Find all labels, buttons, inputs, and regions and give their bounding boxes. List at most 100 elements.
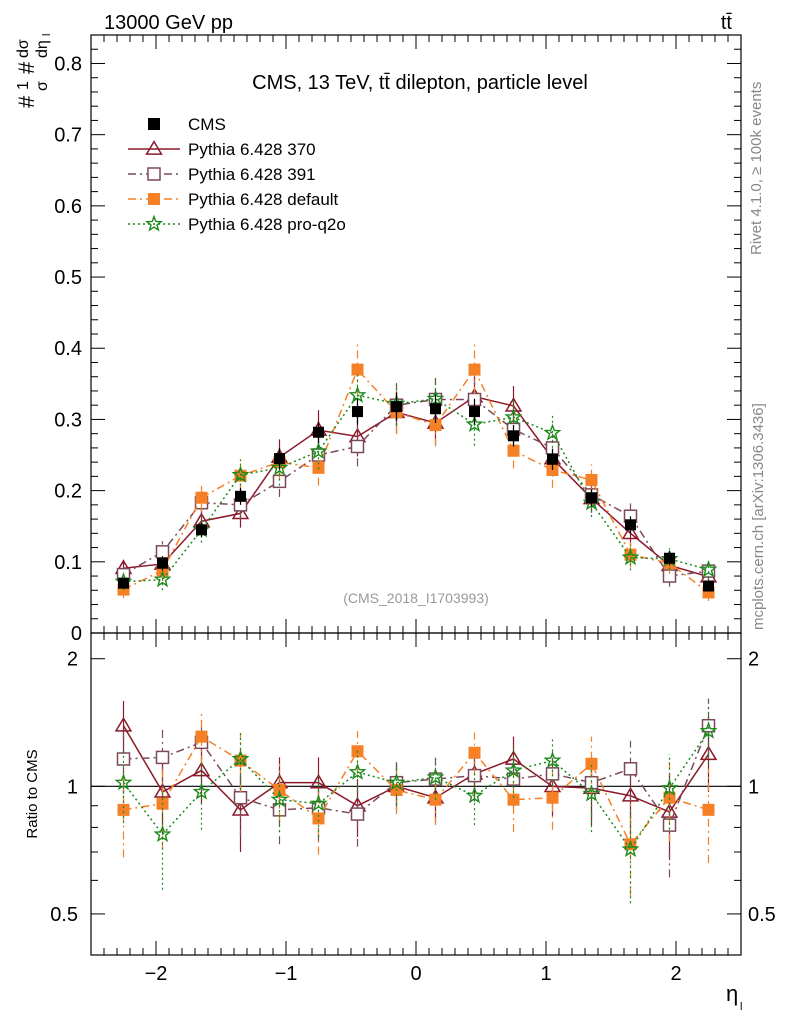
y-tick-label: 0.7 xyxy=(54,125,82,147)
legend-label: CMS xyxy=(188,115,226,134)
data-point xyxy=(508,430,519,442)
x-tick-label: 1 xyxy=(540,963,551,985)
ratio-point xyxy=(117,803,130,816)
data-point xyxy=(313,426,324,438)
ratio-point xyxy=(195,730,208,743)
legend-marker xyxy=(148,193,160,205)
data-point xyxy=(703,580,714,592)
data-point xyxy=(309,441,328,460)
series-line xyxy=(123,368,709,594)
legend-label: Pythia 6.428 pro-q2o xyxy=(188,215,346,234)
legend-label: Pythia 6.428 default xyxy=(188,190,339,209)
ratio-point xyxy=(116,752,131,766)
y-tick-label: 0.5 xyxy=(54,267,82,289)
ratio-y-tick-label-right: 0.5 xyxy=(748,904,776,926)
analysis-watermark: (CMS_2018_I1703993) xyxy=(343,590,489,606)
data-point xyxy=(352,406,363,418)
y-axis-label: # 1 σ # dσ dη l xyxy=(14,34,53,108)
data-point xyxy=(468,363,481,376)
data-point xyxy=(196,524,207,536)
y-axis-hash-1: # xyxy=(14,95,39,108)
x-axis-label: η xyxy=(726,981,738,1006)
ratio-point xyxy=(543,751,562,769)
ratio-point xyxy=(585,757,598,770)
x-tick-label: 0 xyxy=(410,963,421,985)
ratio-line xyxy=(123,735,709,846)
y-axis-ratio-label: Ratio to CMS xyxy=(24,749,41,838)
data-point xyxy=(274,453,285,465)
ratio-line xyxy=(122,725,710,813)
ratio-point xyxy=(309,794,328,812)
data-point xyxy=(547,453,558,465)
legend-marker xyxy=(145,140,163,155)
header-left-label: 13000 GeV pp xyxy=(104,12,233,34)
legend-entry: Pythia 6.428 pro-q2o xyxy=(128,214,346,234)
ratio-point xyxy=(660,778,679,796)
ratio-point xyxy=(699,745,718,761)
y-axis-frac-den: σ xyxy=(34,81,51,91)
ratio-point xyxy=(504,760,523,779)
data-point xyxy=(625,519,636,531)
ratio-point xyxy=(699,721,718,739)
legend-entry: Pythia 6.428 370 xyxy=(128,140,316,159)
chart-title: CMS, 13 TeV, tt̄ dilepton, particle leve… xyxy=(252,72,588,94)
ratio-point xyxy=(153,783,172,798)
data-point xyxy=(270,458,289,476)
ratio-y-tick-label: 1 xyxy=(67,776,78,798)
data-point xyxy=(351,363,364,376)
y-tick-label: 0.2 xyxy=(54,481,82,503)
data-point xyxy=(430,403,441,415)
ratio-point xyxy=(273,784,286,797)
y-tick-label: 0.1 xyxy=(54,552,82,574)
legend-marker xyxy=(145,214,163,232)
ratio-point xyxy=(465,786,484,804)
ratio-series-pythia-6-428-pro-q2o xyxy=(114,703,718,904)
data-point xyxy=(469,406,480,418)
ratio-point xyxy=(348,762,367,780)
ratio-point xyxy=(114,773,133,791)
data-point xyxy=(429,419,442,432)
y-axis-frac-num: 1 xyxy=(15,81,32,90)
data-point xyxy=(231,465,250,483)
data-point xyxy=(157,557,168,569)
data-point xyxy=(543,423,562,441)
y-tick-label: 0.8 xyxy=(54,53,82,75)
ratio-point xyxy=(582,784,601,802)
legend-entry: Pythia 6.428 391 xyxy=(128,165,316,184)
ratio-point xyxy=(702,803,715,816)
data-point xyxy=(621,524,640,540)
ratio-point xyxy=(546,791,559,804)
mcplots-source-label: mcplots.cern.ch [arXiv:1306.3436] xyxy=(750,403,767,630)
rivet-version-label: Rivet 4.1.0, ≥ 100k events xyxy=(748,82,765,255)
ratio-point xyxy=(192,782,211,800)
legend-label: Pythia 6.428 370 xyxy=(188,140,316,159)
ratio-point xyxy=(623,762,638,776)
ratio-point xyxy=(312,812,325,825)
data-point xyxy=(621,548,640,566)
data-point xyxy=(350,439,365,454)
data-point xyxy=(699,560,718,578)
axes: −2 −1 0 1 2 0 0.1 0.2 0.3 0.4 0.5 0.6 0.7 0.8 0.5 0.5 1 1… xyxy=(50,35,776,985)
data-point xyxy=(235,490,246,502)
ratio-point xyxy=(153,824,172,843)
ratio-layer xyxy=(114,698,718,904)
data-point xyxy=(195,491,208,504)
ratio-y-tick-label-right: 1 xyxy=(748,776,759,798)
y-tick-label: 0.6 xyxy=(54,196,82,218)
y-axis-frac2-num: dσ xyxy=(15,39,32,58)
legend-entry: Pythia 6.428 default xyxy=(128,190,339,209)
ratio-point xyxy=(468,746,481,759)
ratio-point xyxy=(350,807,365,821)
legend-marker xyxy=(148,118,160,130)
x-axis-label-subscript: l xyxy=(740,1001,742,1013)
y-tick-label: 0.3 xyxy=(54,409,82,431)
series-line xyxy=(123,398,709,577)
x-tick-label: −2 xyxy=(145,963,168,985)
ratio-line xyxy=(123,725,710,827)
y-tick-label: 0.4 xyxy=(54,338,82,360)
ratio-point xyxy=(231,749,250,767)
ratio-point xyxy=(663,791,676,804)
header-right-label: tt̄ xyxy=(721,12,733,34)
y-axis-hash-2: # xyxy=(14,61,39,74)
